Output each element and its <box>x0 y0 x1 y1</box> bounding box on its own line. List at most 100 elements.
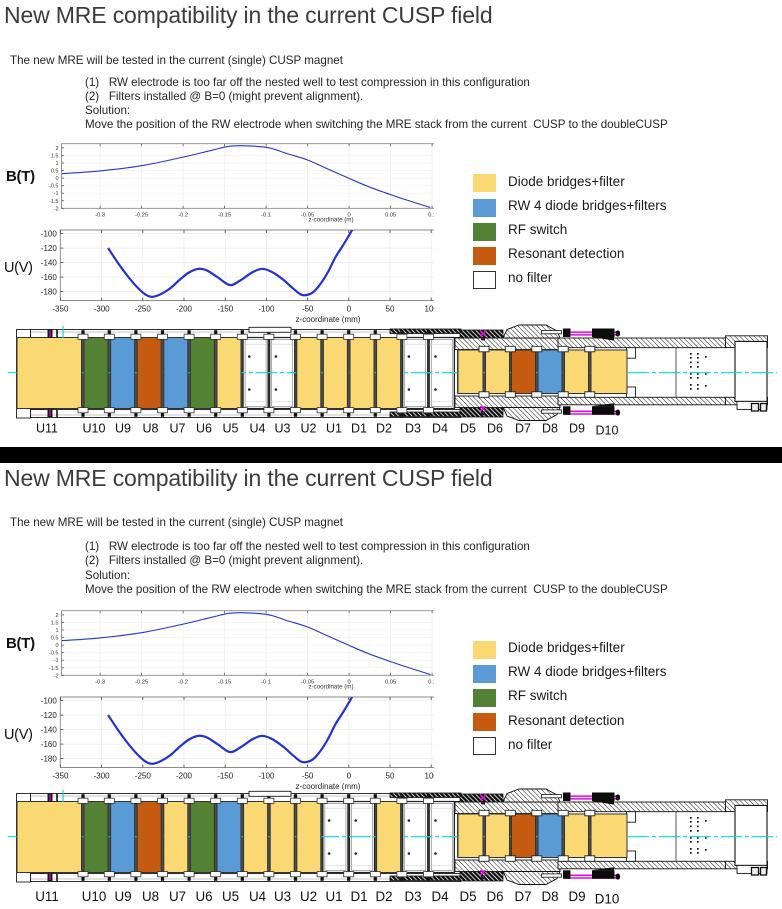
svg-text:-0.25: -0.25 <box>135 679 148 685</box>
svg-text:-140: -140 <box>41 258 58 267</box>
svg-text:-200: -200 <box>176 305 193 314</box>
svg-text:-350: -350 <box>52 305 69 314</box>
svg-text:U8: U8 <box>142 889 159 904</box>
svg-text:U5: U5 <box>222 889 239 904</box>
svg-text:U8: U8 <box>143 421 159 435</box>
svg-text:50: 50 <box>386 772 395 781</box>
svg-text:U3: U3 <box>275 421 291 435</box>
svg-text:-160: -160 <box>41 740 58 749</box>
svg-text:1.5: 1.5 <box>51 153 59 159</box>
svg-text:-0.1: -0.1 <box>261 679 271 685</box>
svg-text:z-coordinate (m): z-coordinate (m) <box>308 217 353 224</box>
svg-text:-160: -160 <box>41 273 58 282</box>
svg-text:U6: U6 <box>195 889 212 904</box>
svg-text:0: 0 <box>347 305 352 314</box>
svg-text:-0.5: -0.5 <box>49 184 58 190</box>
svg-text:0.05: 0.05 <box>385 212 396 218</box>
svg-text:100: 100 <box>425 305 434 314</box>
svg-text:-0.05: -0.05 <box>301 212 314 218</box>
svg-text:D10: D10 <box>595 891 620 906</box>
svg-text:1: 1 <box>55 628 58 634</box>
svg-text:-0.3: -0.3 <box>95 679 105 685</box>
svg-text:D1: D1 <box>351 421 367 435</box>
svg-text:-350: -350 <box>52 772 69 781</box>
svg-text:0: 0 <box>347 212 350 218</box>
svg-text:100: 100 <box>425 772 434 781</box>
svg-text:U10: U10 <box>83 421 106 435</box>
svg-text:U10: U10 <box>82 889 107 904</box>
svg-text:-150: -150 <box>217 772 234 781</box>
svg-text:2: 2 <box>55 613 58 619</box>
svg-text:-250: -250 <box>135 305 152 314</box>
svg-text:2: 2 <box>55 146 58 152</box>
svg-text:U11: U11 <box>36 421 58 435</box>
svg-text:D4: D4 <box>431 889 449 904</box>
svg-text:D4: D4 <box>432 421 448 435</box>
svg-text:D2: D2 <box>376 421 392 435</box>
svg-text:D9: D9 <box>569 421 585 435</box>
svg-text:U2: U2 <box>301 421 317 435</box>
svg-text:-250: -250 <box>135 772 152 781</box>
svg-text:-0.15: -0.15 <box>218 679 231 685</box>
svg-text:-0.3: -0.3 <box>95 212 105 218</box>
svg-text:-100: -100 <box>258 305 275 314</box>
svg-text:0.05: 0.05 <box>385 679 396 685</box>
svg-text:D6: D6 <box>486 889 503 904</box>
svg-text:0: 0 <box>55 176 58 182</box>
svg-text:U9: U9 <box>114 889 131 904</box>
svg-text:D5: D5 <box>459 889 476 904</box>
svg-text:0.5: 0.5 <box>51 636 59 642</box>
svg-text:U11: U11 <box>35 889 59 904</box>
svg-text:0.5: 0.5 <box>51 169 59 175</box>
svg-text:-0.5: -0.5 <box>49 651 58 657</box>
svg-text:0: 0 <box>347 679 350 685</box>
svg-text:D5: D5 <box>460 421 476 435</box>
svg-text:U1: U1 <box>325 889 342 904</box>
svg-text:D10: D10 <box>596 423 619 437</box>
svg-text:U7: U7 <box>169 889 186 904</box>
svg-text:z-coordinate (m): z-coordinate (m) <box>308 684 353 691</box>
svg-text:z-coordinate (mm): z-coordinate (mm) <box>296 782 361 791</box>
svg-text:1: 1 <box>55 161 58 167</box>
svg-text:-100: -100 <box>41 229 58 238</box>
svg-text:D8: D8 <box>542 421 558 435</box>
svg-text:-300: -300 <box>94 305 111 314</box>
svg-text:-0.2: -0.2 <box>178 679 188 685</box>
svg-text:D7: D7 <box>514 889 531 904</box>
svg-text:-0.1: -0.1 <box>261 212 271 218</box>
svg-text:D2: D2 <box>375 889 392 904</box>
svg-text:-2: -2 <box>54 673 59 679</box>
svg-text:-140: -140 <box>41 725 58 734</box>
svg-text:U4: U4 <box>250 421 266 435</box>
svg-text:-0.05: -0.05 <box>301 679 314 685</box>
svg-text:U2: U2 <box>300 889 317 904</box>
svg-text:U3: U3 <box>274 889 291 904</box>
svg-text:U4: U4 <box>249 889 267 904</box>
svg-text:-50: -50 <box>302 305 314 314</box>
svg-text:-180: -180 <box>41 754 58 763</box>
svg-text:D3: D3 <box>405 421 421 435</box>
svg-text:-0.25: -0.25 <box>135 212 148 218</box>
svg-text:0.1: 0.1 <box>428 679 434 685</box>
svg-text:-100: -100 <box>258 772 275 781</box>
svg-text:-1.5: -1.5 <box>49 666 58 672</box>
svg-text:-150: -150 <box>217 305 234 314</box>
svg-text:U6: U6 <box>196 421 212 435</box>
svg-text:D7: D7 <box>515 421 531 435</box>
svg-text:U1: U1 <box>326 421 342 435</box>
svg-text:-1.5: -1.5 <box>49 199 58 205</box>
svg-text:50: 50 <box>386 305 395 314</box>
svg-text:D1: D1 <box>350 889 367 904</box>
svg-text:D9: D9 <box>568 889 585 904</box>
svg-text:-0.2: -0.2 <box>178 212 188 218</box>
svg-text:U9: U9 <box>115 421 131 435</box>
svg-text:-2: -2 <box>54 206 59 212</box>
svg-text:0.1: 0.1 <box>428 212 434 218</box>
svg-text:-200: -200 <box>176 772 193 781</box>
svg-text:D6: D6 <box>487 421 503 435</box>
svg-text:-120: -120 <box>41 711 58 720</box>
svg-text:D8: D8 <box>541 889 558 904</box>
svg-text:1.5: 1.5 <box>51 620 59 626</box>
svg-text:-100: -100 <box>41 696 58 705</box>
svg-text:-0.15: -0.15 <box>218 212 231 218</box>
